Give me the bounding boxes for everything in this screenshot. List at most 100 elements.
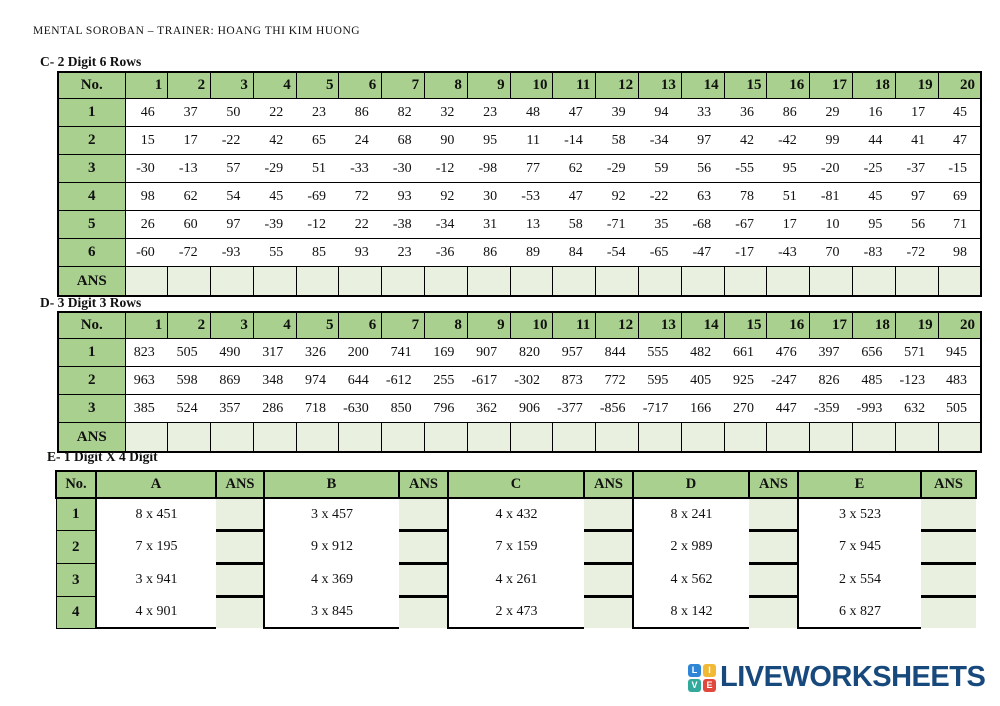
value-cell: 483	[938, 366, 981, 395]
ans-input-cell[interactable]	[509, 422, 554, 453]
ans-input-cell[interactable]	[466, 266, 511, 297]
logo-letter-square: I	[703, 663, 716, 677]
ans-input-cell[interactable]	[552, 266, 597, 297]
ans-input-cell[interactable]	[937, 266, 982, 297]
ans-input-cell[interactable]	[921, 563, 976, 598]
table-d-3digit-3rows: No. 1 2 3 4 5 6 7 8 9 10 11 12 13 14 15 16 17 18 19 20 1 823 50…	[57, 311, 982, 453]
value-cell: 270	[724, 394, 767, 423]
ans-input-cell[interactable]	[399, 596, 448, 628]
ans-input-cell[interactable]	[921, 530, 976, 565]
ans-input-cell[interactable]	[466, 422, 511, 453]
ans-input-cell[interactable]	[216, 596, 264, 628]
ans-input-cell[interactable]	[749, 563, 798, 598]
value-cell: 37	[167, 98, 211, 127]
column-header: 4	[252, 311, 297, 339]
value-cell: -81	[809, 182, 853, 211]
column-header: 4	[252, 71, 297, 99]
value-cell: 357	[210, 394, 254, 423]
ans-input-cell[interactable]	[252, 422, 297, 453]
ans-input-cell[interactable]	[295, 422, 340, 453]
ans-input-cell[interactable]	[921, 498, 976, 532]
ans-input-cell[interactable]	[295, 266, 340, 297]
ans-input-cell[interactable]	[424, 422, 468, 453]
ans-input-cell[interactable]	[552, 422, 597, 453]
ans-input-cell[interactable]	[381, 266, 426, 297]
ans-input-cell[interactable]	[167, 266, 212, 297]
ans-input-cell[interactable]	[921, 596, 976, 628]
ans-input-cell[interactable]	[638, 422, 682, 453]
column-header: 17	[809, 311, 854, 339]
ans-input-cell[interactable]	[852, 422, 896, 453]
ans-input-cell[interactable]	[584, 530, 633, 565]
ans-input-cell[interactable]	[894, 266, 939, 297]
ans-input-cell[interactable]	[424, 266, 468, 297]
ans-input-cell[interactable]	[509, 266, 554, 297]
ans-input-cell[interactable]	[749, 498, 798, 532]
ans-input-cell[interactable]	[749, 596, 798, 628]
value-cell: 59	[638, 154, 682, 183]
ans-input-cell[interactable]	[167, 422, 212, 453]
ans-input-cell[interactable]	[584, 498, 633, 532]
column-header: 12	[595, 71, 640, 99]
ans-input-cell[interactable]	[809, 266, 854, 297]
ans-input-cell[interactable]	[766, 266, 811, 297]
ans-input-cell[interactable]	[210, 266, 254, 297]
expression-cell: 9 x 912	[263, 530, 399, 564]
column-header: 15	[723, 311, 768, 339]
ans-input-cell[interactable]	[894, 422, 939, 453]
value-cell: 42	[724, 126, 767, 155]
value-cell: 51	[766, 182, 810, 211]
ans-input-cell[interactable]	[338, 266, 383, 297]
ans-input-cell[interactable]	[124, 422, 169, 453]
ans-input-cell[interactable]	[584, 596, 633, 628]
ans-input-cell[interactable]	[638, 266, 682, 297]
ans-input-cell[interactable]	[216, 563, 264, 598]
column-header: 15	[723, 71, 768, 99]
ans-input-cell[interactable]	[399, 530, 448, 565]
ans-input-cell[interactable]	[723, 422, 768, 453]
value-cell: 11	[510, 126, 553, 155]
value-cell: 820	[510, 338, 553, 367]
value-cell: 906	[510, 394, 553, 423]
ans-input-cell[interactable]	[381, 422, 426, 453]
value-cell: 850	[381, 394, 425, 423]
value-cell: 58	[552, 210, 596, 239]
ans-input-cell[interactable]	[809, 422, 854, 453]
value-cell: 70	[809, 238, 853, 267]
value-cell: -12	[424, 154, 468, 183]
ans-input-cell[interactable]	[252, 266, 297, 297]
row-label: 3	[57, 154, 126, 183]
ans-input-cell[interactable]	[124, 266, 169, 297]
expression-cell: 4 x 261	[447, 563, 584, 597]
ans-input-cell[interactable]	[210, 422, 254, 453]
column-header: 8	[424, 311, 468, 339]
column-header: 16	[766, 311, 811, 339]
ans-row-label: ANS	[57, 422, 126, 453]
ans-input-cell[interactable]	[749, 530, 798, 565]
ans-input-cell[interactable]	[680, 422, 725, 453]
ans-input-cell[interactable]	[852, 266, 896, 297]
ans-input-cell[interactable]	[216, 530, 264, 565]
ans-input-cell[interactable]	[338, 422, 383, 453]
value-cell: 255	[424, 366, 468, 395]
value-cell: 362	[467, 394, 511, 423]
ans-input-cell[interactable]	[216, 498, 264, 532]
value-cell: 482	[681, 338, 725, 367]
ans-input-cell[interactable]	[937, 422, 982, 453]
value-cell: 92	[424, 182, 468, 211]
ans-input-cell[interactable]	[723, 266, 768, 297]
value-cell: 92	[595, 182, 639, 211]
ans-input-cell[interactable]	[680, 266, 725, 297]
value-cell: 23	[381, 238, 425, 267]
value-cell: 30	[467, 182, 511, 211]
ans-input-cell[interactable]	[584, 563, 633, 598]
ans-input-cell[interactable]	[595, 422, 640, 453]
value-cell: 925	[724, 366, 767, 395]
ans-input-cell[interactable]	[399, 498, 448, 532]
value-cell: 50	[210, 98, 254, 127]
value-cell: 58	[595, 126, 639, 155]
ans-input-cell[interactable]	[595, 266, 640, 297]
ans-input-cell[interactable]	[766, 422, 811, 453]
ans-input-cell[interactable]	[399, 563, 448, 598]
